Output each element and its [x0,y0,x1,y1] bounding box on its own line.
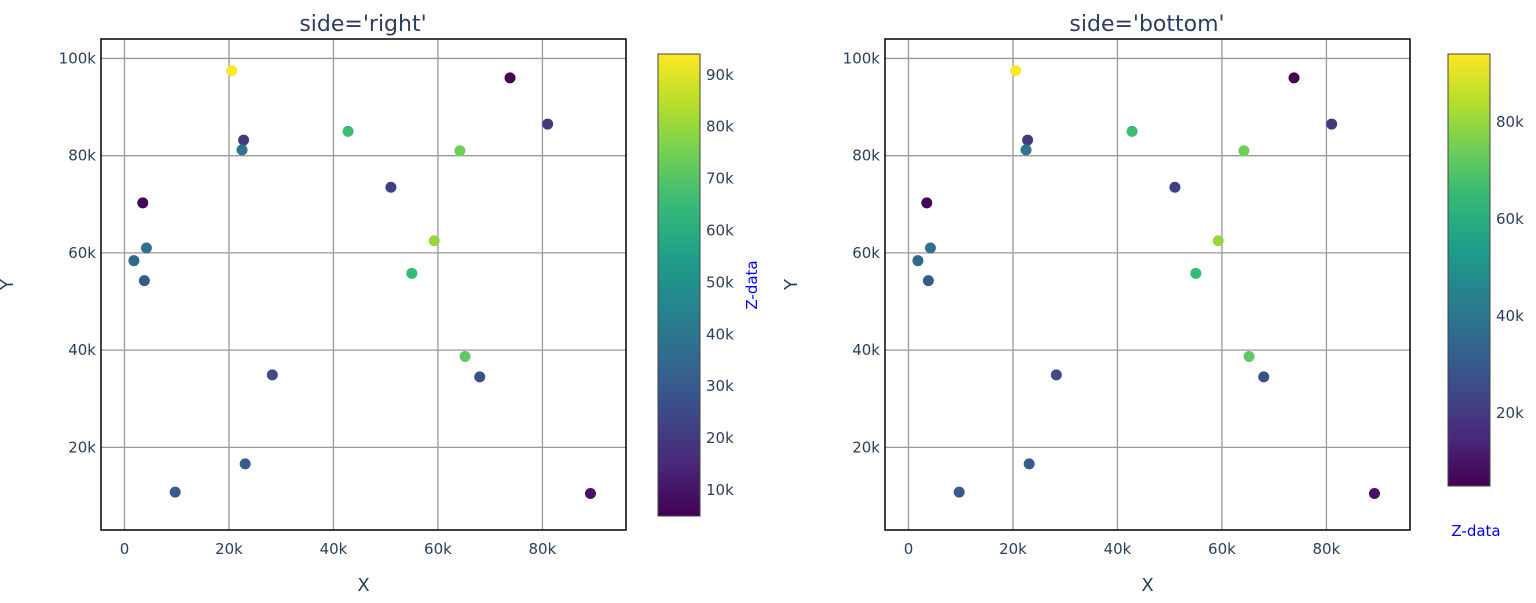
data-point [1020,144,1032,156]
chart-title: side='bottom' [1069,12,1224,37]
data-point [504,72,516,84]
data-point [1368,488,1380,500]
data-point [1288,72,1300,84]
data-point [226,65,238,77]
data-point [140,242,152,254]
x-tick-label: 80k [1313,540,1341,558]
colorbar-tick-label: 80k [1496,113,1524,131]
x-tick-label: 0 [904,540,914,558]
colorbar-tick-label: 10k [706,481,734,499]
data-point [1212,235,1224,247]
data-point [406,267,418,279]
data-point [1243,350,1255,362]
data-point [953,486,965,498]
x-tick-label: 60k [1208,540,1236,558]
y-tick-label: 80k [852,147,880,165]
colorbar [657,53,701,517]
data-point [428,235,440,247]
data-point [266,369,278,381]
data-point [137,197,149,209]
data-point [385,181,397,193]
data-point [1238,145,1250,157]
plot-frame [100,38,627,531]
data-point [1010,65,1022,77]
data-point [474,371,486,383]
data-point [342,125,354,137]
chart-title: side='right' [299,12,426,37]
colorbar-tick-label: 60k [1496,210,1524,228]
y-tick-label: 40k [68,341,96,359]
data-point [459,350,471,362]
colorbar-title: Z-data [1451,522,1500,540]
data-point [584,488,596,500]
colorbar-tick-label: 50k [706,273,734,291]
y-tick-label: 100k [843,49,881,67]
x-axis-title: X [357,575,369,596]
data-point [236,144,248,156]
y-tick-label: 20k [68,438,96,456]
colorbar [1447,53,1491,487]
data-point [1050,369,1062,381]
data-point [1258,371,1270,383]
data-point [1126,125,1138,137]
plot-frame [884,38,1411,531]
y-tick-label: 60k [68,244,96,262]
colorbar-tick-label: 40k [706,325,734,343]
data-point [922,275,934,287]
data-point [169,486,181,498]
x-tick-label: 40k [320,540,348,558]
y-axis-title: Y [0,278,18,291]
y-tick-label: 20k [852,438,880,456]
scatter-panel-2: 0 20k 40k 60k 80k 20k 40k 60k 80k 100k side='botto… [781,12,1524,596]
x-tick-label: 40k [1104,540,1132,558]
y-tick-label: 100k [59,49,97,67]
colorbar-tick-label: 90k [706,66,734,84]
y-tick-label: 60k [852,244,880,262]
data-point [454,145,466,157]
data-point [924,242,936,254]
x-axis-title: X [1141,575,1153,596]
data-point [1023,458,1035,470]
y-axis-title: Y [781,278,802,291]
colorbar-tick-label: 30k [706,377,734,395]
data-point [238,134,250,146]
data-point [912,255,924,267]
colorbar-tick-label: 60k [706,221,734,239]
scatter-panel-1: 0 20k 40k 60k 80k 20k 40k 60k 80k 100k side='right… [0,12,761,596]
colorbar-tick-label: 80k [706,118,734,136]
colorbar-title: Z-data [743,260,761,309]
colorbar-tick-label: 20k [706,429,734,447]
x-tick-label: 20k [999,540,1027,558]
data-point [1022,134,1034,146]
x-tick-label: 20k [215,540,243,558]
colorbar-tick-label: 70k [706,170,734,188]
colorbar-tick-label: 20k [1496,404,1524,422]
x-tick-label: 0 [120,540,130,558]
x-tick-label: 60k [424,540,452,558]
data-point [138,275,150,287]
data-point [239,458,251,470]
data-point [1190,267,1202,279]
data-point [542,118,554,130]
data-point [128,255,140,267]
x-tick-label: 80k [529,540,557,558]
data-point [921,197,933,209]
y-tick-label: 40k [852,341,880,359]
data-point [1326,118,1338,130]
data-point [1169,181,1181,193]
colorbar-tick-label: 40k [1496,307,1524,325]
y-tick-label: 80k [68,147,96,165]
